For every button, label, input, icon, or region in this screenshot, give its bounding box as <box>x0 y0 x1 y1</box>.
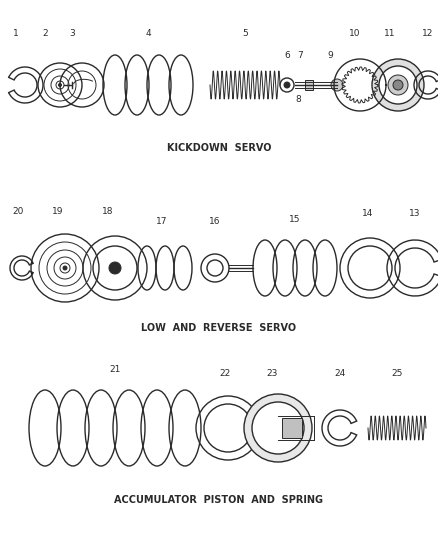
Circle shape <box>109 262 121 274</box>
Text: 21: 21 <box>110 366 121 375</box>
Text: 2: 2 <box>42 28 48 37</box>
Text: LOW  AND  REVERSE  SERVO: LOW AND REVERSE SERVO <box>141 323 297 333</box>
Circle shape <box>59 84 61 86</box>
Text: 9: 9 <box>327 51 333 60</box>
Text: 13: 13 <box>409 209 421 219</box>
Text: 12: 12 <box>422 28 434 37</box>
Bar <box>282 418 302 438</box>
Circle shape <box>388 75 408 95</box>
Circle shape <box>284 82 290 88</box>
Circle shape <box>244 394 312 462</box>
Text: 24: 24 <box>334 369 346 378</box>
Text: 11: 11 <box>384 28 396 37</box>
Text: 20: 20 <box>12 207 24 216</box>
Text: 16: 16 <box>209 217 221 227</box>
Text: 3: 3 <box>69 28 75 37</box>
Circle shape <box>63 266 67 270</box>
Text: 4: 4 <box>145 28 151 37</box>
Text: 6: 6 <box>284 51 290 60</box>
Text: ACCUMULATOR  PISTON  AND  SPRING: ACCUMULATOR PISTON AND SPRING <box>114 495 324 505</box>
Text: 15: 15 <box>289 215 301 224</box>
Text: 10: 10 <box>349 28 361 37</box>
Text: 23: 23 <box>266 369 278 378</box>
Circle shape <box>393 80 403 90</box>
Text: 8: 8 <box>295 95 301 104</box>
Text: 1: 1 <box>13 28 19 37</box>
Text: 25: 25 <box>391 369 403 378</box>
Bar <box>305 80 313 90</box>
Text: 14: 14 <box>362 209 374 219</box>
Circle shape <box>379 66 417 104</box>
Text: 17: 17 <box>156 217 168 227</box>
Text: 5: 5 <box>242 28 248 37</box>
Circle shape <box>331 79 343 91</box>
Text: 19: 19 <box>52 207 64 216</box>
Text: 18: 18 <box>102 207 114 216</box>
Text: 7: 7 <box>297 51 303 60</box>
Circle shape <box>372 59 424 111</box>
Text: KICKDOWN  SERVO: KICKDOWN SERVO <box>167 143 271 153</box>
Text: 22: 22 <box>219 369 231 378</box>
Circle shape <box>252 402 304 454</box>
